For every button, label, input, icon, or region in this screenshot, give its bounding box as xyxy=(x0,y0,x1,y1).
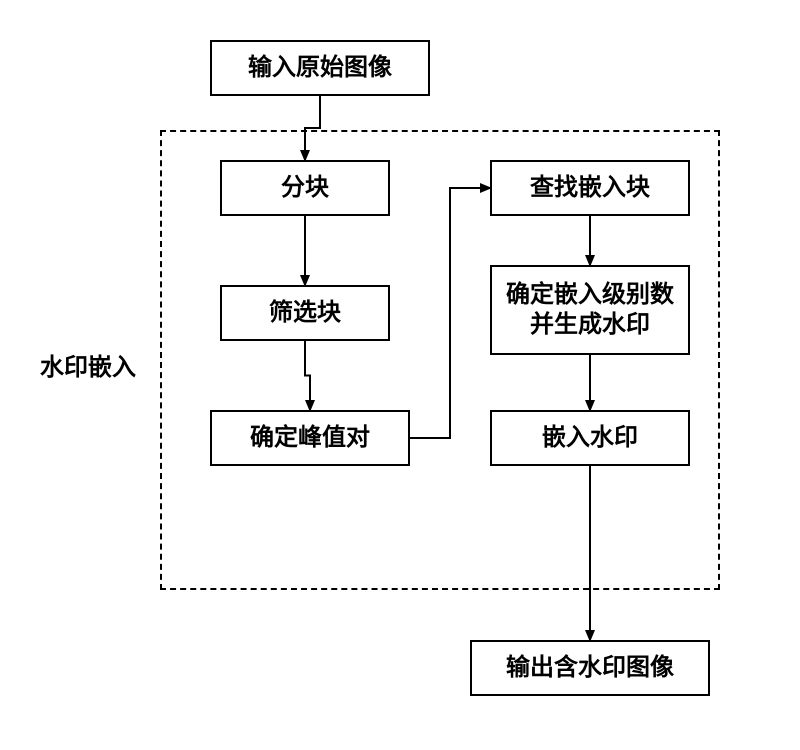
node-input: 输入原始图像 xyxy=(210,40,430,96)
side-label: 水印嵌入 xyxy=(40,352,136,386)
node-n2: 筛选块 xyxy=(220,285,390,341)
node-n5: 确定嵌入级别数并生成水印 xyxy=(490,265,690,355)
flowchart-canvas: 水印嵌入 输入原始图像 分块 筛选块 确定峰值对 查找嵌入块 确定嵌入级别数并生… xyxy=(0,0,800,750)
node-n6: 嵌入水印 xyxy=(490,410,690,466)
node-n3: 确定峰值对 xyxy=(210,410,410,466)
node-n1: 分块 xyxy=(220,160,390,216)
node-n4: 查找嵌入块 xyxy=(490,160,690,216)
node-output: 输出含水印图像 xyxy=(470,640,710,696)
